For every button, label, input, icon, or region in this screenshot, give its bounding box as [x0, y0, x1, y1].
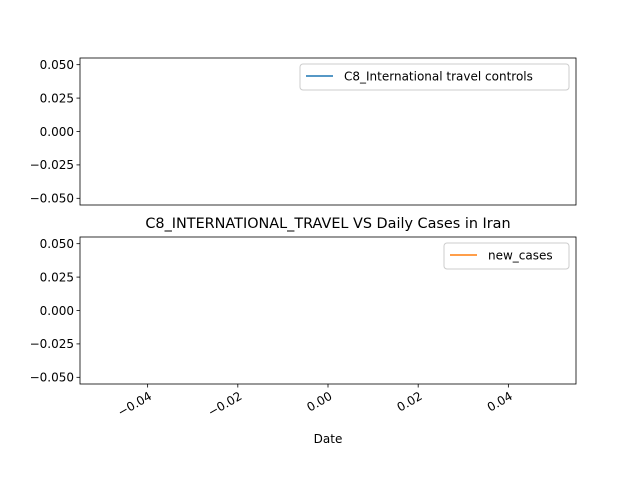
- y-tick-label: 0.000: [40, 304, 74, 318]
- y-tick-label: −0.025: [30, 337, 74, 351]
- bottom-subplot-legend: new_cases: [443, 242, 570, 270]
- y-tick-label: −0.050: [30, 371, 74, 385]
- y-tick-label: 0.000: [40, 125, 74, 139]
- bottom-subplot-title: C8_INTERNATIONAL_TRAVEL VS Daily Cases i…: [145, 216, 510, 232]
- top-subplot-y-ticks: 0.050 0.025 0.000 −0.025 −0.050: [30, 58, 80, 206]
- bottom-subplot: C8_INTERNATIONAL_TRAVEL VS Daily Cases i…: [30, 216, 577, 446]
- y-tick-label: 0.025: [40, 91, 74, 105]
- legend-frame: [299, 63, 570, 91]
- x-axis-label: Date: [314, 432, 343, 446]
- top-subplot: 0.050 0.025 0.000 −0.025 −0.050 C8_Internati…: [30, 57, 577, 206]
- top-subplot-legend: C8_International travel controls: [299, 63, 570, 91]
- y-tick-label: 0.025: [40, 270, 74, 284]
- legend-label-new-cases: new_cases: [488, 249, 553, 263]
- bottom-subplot-y-ticks: 0.050 0.025 0.000 −0.025 −0.050: [30, 237, 80, 385]
- legend-label-c8: C8_International travel controls: [344, 70, 533, 84]
- legend-frame: [443, 242, 570, 270]
- y-tick-label: −0.050: [30, 192, 74, 206]
- y-tick-label: −0.025: [30, 158, 74, 172]
- y-tick-label: 0.050: [40, 237, 74, 251]
- y-tick-label: 0.050: [40, 58, 74, 72]
